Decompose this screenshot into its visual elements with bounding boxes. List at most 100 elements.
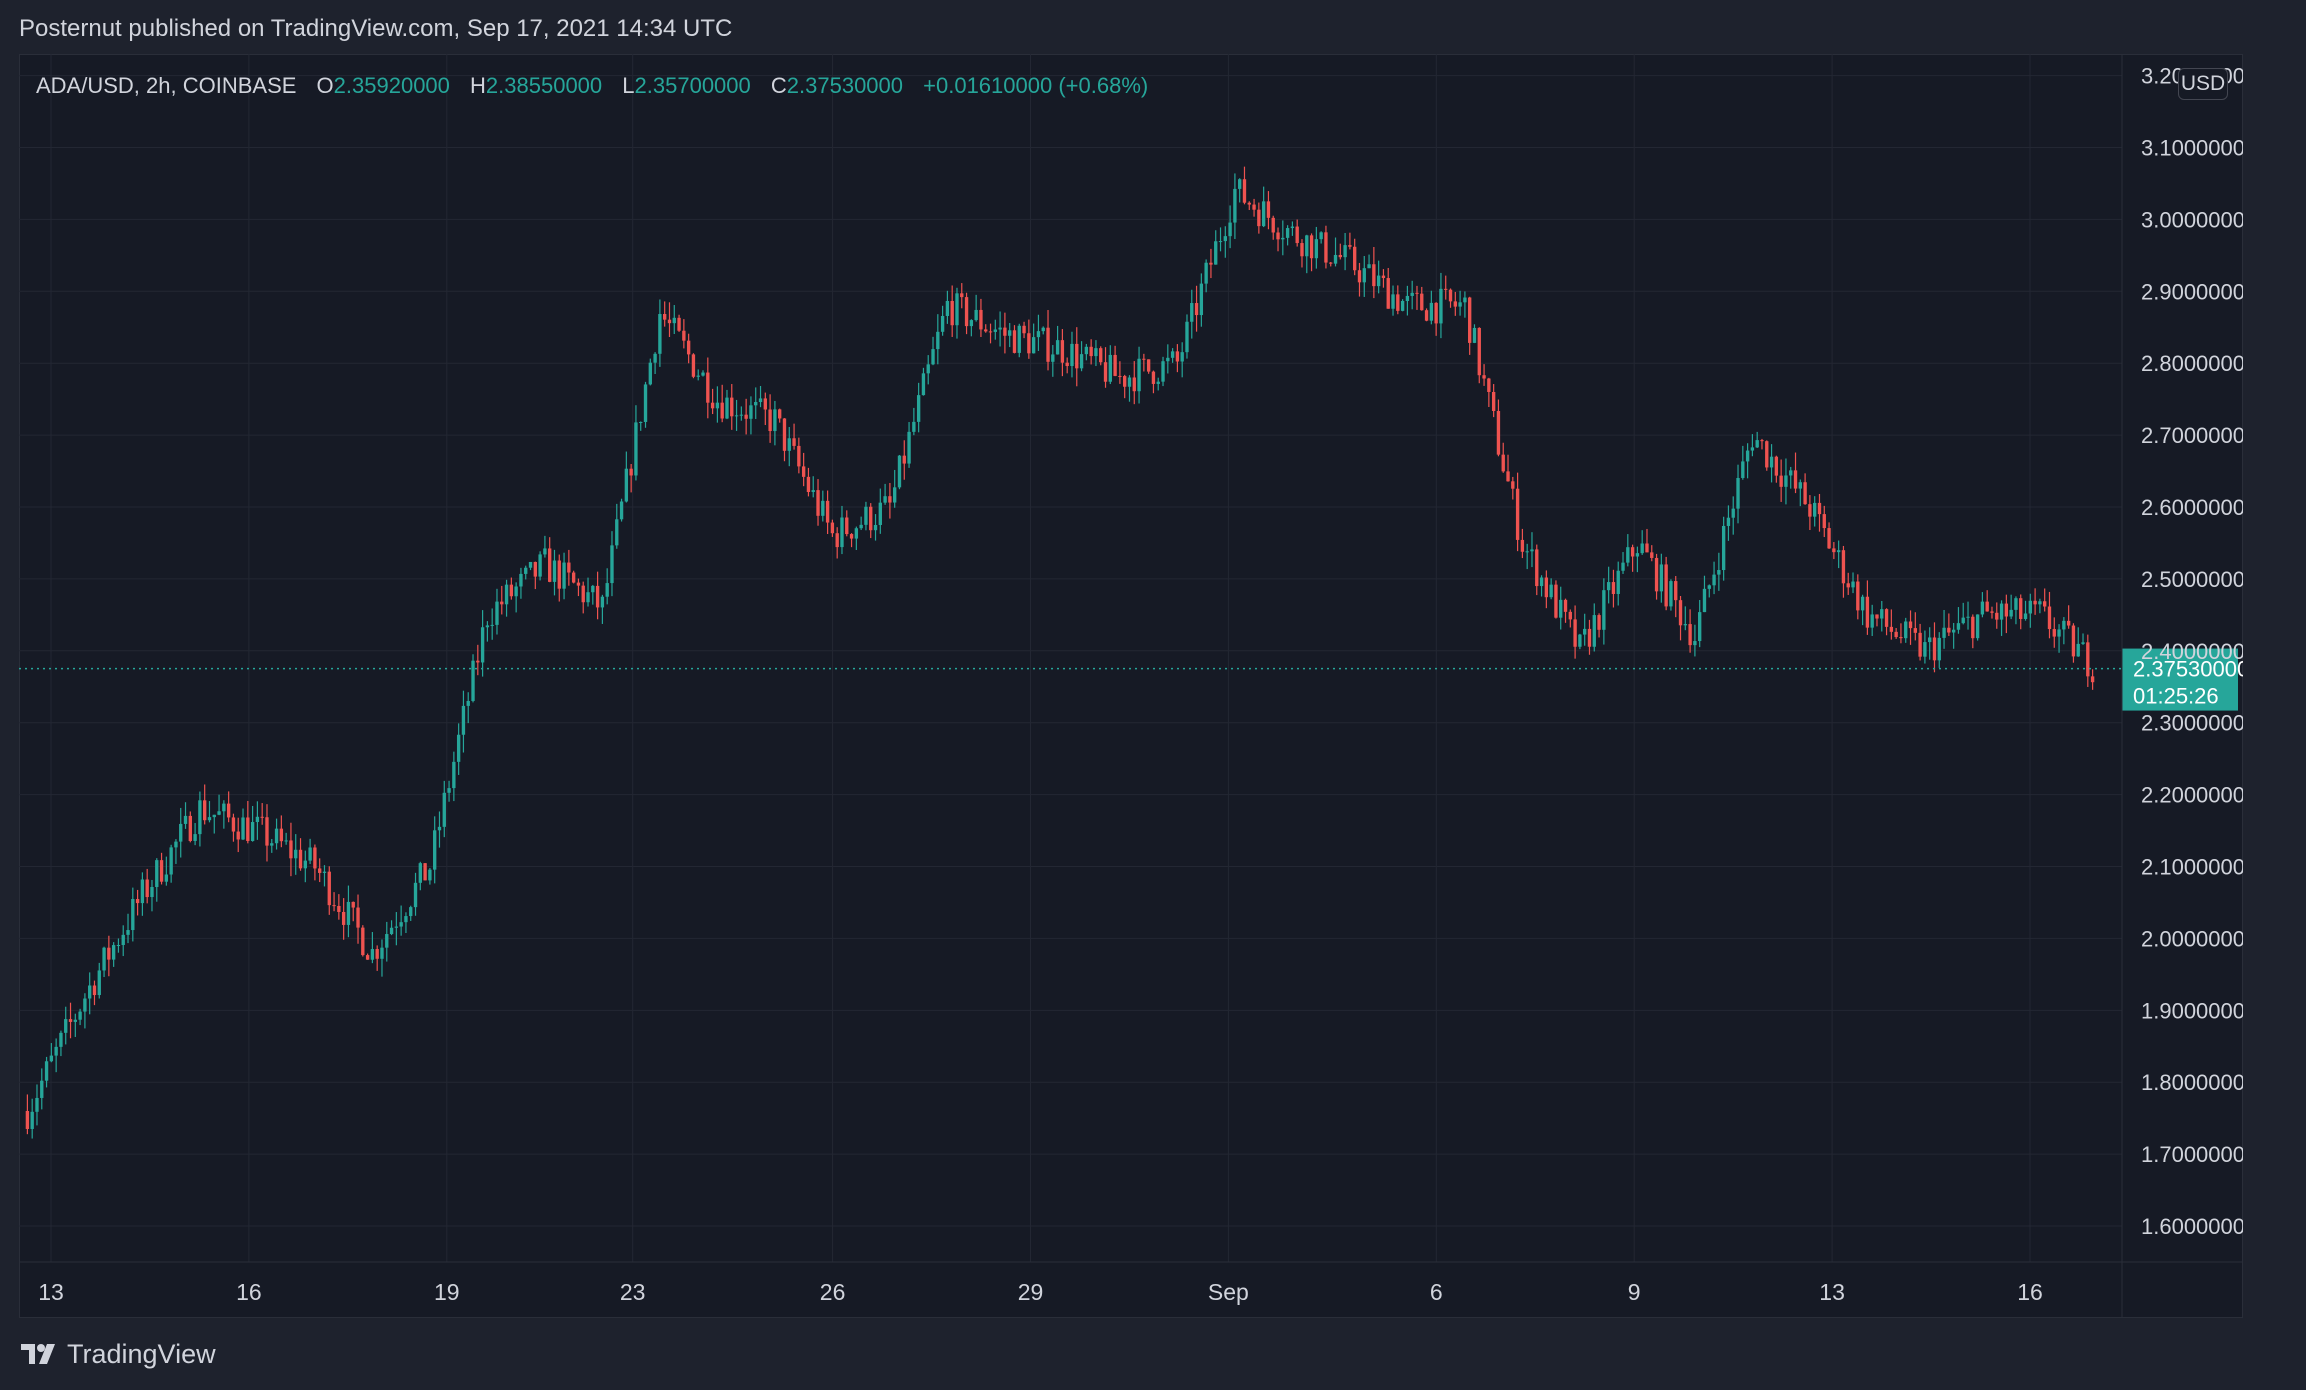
candle-body bbox=[447, 788, 451, 793]
top-bar: Posternut published on TradingView.com, … bbox=[0, 0, 2306, 54]
candle-body bbox=[1468, 297, 1472, 343]
tradingview-logo[interactable]: TradingView bbox=[19, 1336, 216, 1372]
candle bbox=[1592, 603, 1596, 652]
candle bbox=[2062, 617, 2066, 645]
candle bbox=[423, 863, 427, 881]
candle bbox=[1985, 590, 1989, 612]
candle bbox=[490, 608, 494, 640]
candle-body bbox=[548, 548, 552, 582]
candle bbox=[1142, 353, 1146, 372]
candle bbox=[1161, 356, 1165, 387]
candle bbox=[461, 690, 466, 753]
candle bbox=[1180, 342, 1184, 378]
candle bbox=[231, 813, 236, 842]
candle-body bbox=[1372, 264, 1376, 287]
candle-body bbox=[1515, 488, 1520, 540]
candle-body bbox=[107, 947, 111, 960]
candle bbox=[797, 437, 801, 474]
candle bbox=[1784, 458, 1788, 505]
candle-body bbox=[706, 372, 710, 403]
candles bbox=[25, 166, 2095, 1139]
candle bbox=[2047, 591, 2052, 639]
candle-body bbox=[1290, 226, 1295, 229]
candle bbox=[131, 887, 135, 942]
candle-body bbox=[1789, 470, 1793, 476]
candle bbox=[404, 912, 408, 933]
candle bbox=[1094, 340, 1098, 367]
candle bbox=[816, 479, 820, 526]
candle bbox=[562, 552, 566, 600]
candle-body bbox=[825, 500, 830, 523]
candle-body bbox=[394, 926, 399, 928]
candle bbox=[1798, 479, 1802, 507]
candle-body bbox=[260, 816, 264, 818]
candle bbox=[332, 892, 336, 912]
candle bbox=[548, 537, 552, 583]
price-tick-label: 1.70000000 bbox=[2141, 1142, 2243, 1167]
candle bbox=[955, 287, 959, 339]
candle bbox=[313, 844, 317, 881]
candle-body bbox=[1333, 254, 1338, 264]
candle bbox=[1022, 321, 1026, 339]
candle bbox=[1860, 594, 1865, 626]
candle-body bbox=[1808, 504, 1812, 517]
candle bbox=[782, 418, 787, 462]
symbol-label[interactable]: ADA/USD, 2h, COINBASE bbox=[36, 73, 297, 98]
candle-body bbox=[691, 354, 696, 377]
candle bbox=[1137, 346, 1141, 404]
candle bbox=[1305, 234, 1309, 274]
candle-body bbox=[902, 455, 906, 464]
candle bbox=[1793, 452, 1798, 494]
candle-body bbox=[1947, 627, 1951, 633]
candle-body bbox=[1448, 289, 1453, 302]
candle bbox=[260, 803, 264, 825]
candle-body bbox=[250, 822, 255, 841]
candle bbox=[1616, 561, 1620, 606]
candle-body bbox=[241, 817, 245, 840]
candle bbox=[739, 406, 744, 421]
candle-body bbox=[1405, 295, 1410, 301]
candle-body bbox=[1233, 188, 1237, 223]
candle bbox=[308, 838, 312, 864]
candle bbox=[643, 381, 648, 428]
candle bbox=[936, 314, 940, 365]
candle bbox=[207, 801, 212, 823]
candle bbox=[1937, 632, 1941, 668]
candle-body bbox=[950, 300, 954, 326]
candle bbox=[2023, 600, 2028, 621]
candle bbox=[361, 925, 365, 957]
candle-body bbox=[964, 297, 969, 327]
candle bbox=[1951, 622, 1956, 649]
candle-body bbox=[801, 466, 806, 477]
candle bbox=[356, 894, 360, 944]
candle-body bbox=[1726, 517, 1731, 526]
candle bbox=[1386, 267, 1390, 309]
candle-body bbox=[1396, 294, 1400, 311]
candle bbox=[1741, 445, 1745, 480]
candle-body bbox=[54, 1046, 58, 1056]
candle-body bbox=[821, 500, 825, 516]
candle bbox=[1721, 516, 1726, 581]
candle-body bbox=[1070, 343, 1074, 367]
candle bbox=[591, 584, 595, 605]
currency-button[interactable]: USD bbox=[2178, 68, 2228, 100]
candle-body bbox=[270, 843, 274, 846]
candle bbox=[1961, 602, 1965, 625]
candle-body bbox=[40, 1080, 44, 1098]
candle-body bbox=[1698, 612, 1702, 642]
candle-body bbox=[2038, 601, 2042, 605]
candle bbox=[950, 285, 954, 337]
candle-body bbox=[768, 409, 772, 432]
chart-pane[interactable] bbox=[19, 54, 2243, 1318]
candle bbox=[1199, 273, 1204, 327]
candle-body bbox=[1827, 528, 1831, 549]
candle bbox=[1904, 617, 1908, 643]
candle-body bbox=[509, 584, 514, 597]
candle bbox=[1132, 361, 1136, 405]
candle-body bbox=[131, 899, 135, 931]
candle bbox=[859, 516, 863, 531]
candle bbox=[1765, 440, 1769, 471]
candle-body bbox=[1856, 581, 1860, 611]
candle-body bbox=[1491, 391, 1496, 411]
